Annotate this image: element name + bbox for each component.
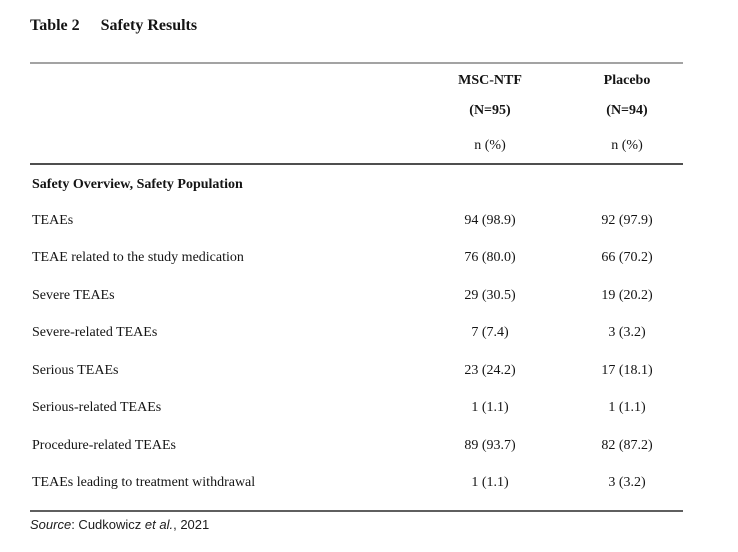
row-value-msc-ntf: 1 (1.1) bbox=[471, 400, 509, 415]
row-value-placebo: 66 (70.2) bbox=[601, 250, 653, 265]
row-value-placebo: 82 (87.2) bbox=[601, 438, 653, 453]
section-header-row: Safety Overview, Safety Population bbox=[30, 176, 683, 193]
col-stat-msc-ntf: n (%) bbox=[474, 138, 506, 153]
table-top-rule bbox=[30, 62, 683, 64]
row-value-placebo: 19 (20.2) bbox=[601, 288, 653, 303]
row-label: TEAEs leading to treatment withdrawal bbox=[32, 475, 256, 490]
source-note: Source: Cudkowicz et al., 2021 bbox=[30, 517, 209, 532]
source-authors: : Cudkowicz bbox=[71, 517, 145, 532]
table-bottom-rule bbox=[30, 510, 683, 512]
table-row: TEAEs leading to treatment withdrawal 1 … bbox=[30, 474, 683, 491]
column-header-row-stat: n (%) n (%) bbox=[30, 137, 683, 154]
row-label: Serious-related TEAEs bbox=[32, 400, 162, 415]
table-row: TEAE related to the study medication 76 … bbox=[30, 249, 683, 266]
table-row: Serious TEAEs 23 (24.2) 17 (18.1) bbox=[30, 362, 683, 379]
col-header-msc-ntf: MSC-NTF bbox=[458, 73, 522, 88]
column-header-row-n: (N=95) (N=94) bbox=[30, 102, 683, 119]
table-name: Safety Results bbox=[100, 17, 198, 34]
row-label: Severe TEAEs bbox=[32, 288, 115, 303]
row-label: Serious TEAEs bbox=[32, 363, 119, 378]
table-row: TEAEs 94 (98.9) 92 (97.9) bbox=[30, 212, 683, 229]
source-etal: et al. bbox=[144, 517, 174, 532]
table-row: Serious-related TEAEs 1 (1.1) 1 (1.1) bbox=[30, 399, 683, 416]
table-number: Table 2 bbox=[30, 17, 80, 34]
row-value-msc-ntf: 94 (98.9) bbox=[464, 213, 516, 228]
col-header-placebo: Placebo bbox=[603, 73, 651, 88]
row-value-placebo: 92 (97.9) bbox=[601, 213, 653, 228]
row-value-msc-ntf: 76 (80.0) bbox=[464, 250, 516, 265]
row-value-msc-ntf: 7 (7.4) bbox=[471, 325, 509, 340]
column-header-row-names: MSC-NTF Placebo bbox=[30, 72, 683, 89]
row-label: TEAEs bbox=[32, 213, 74, 228]
source-year: , 2021 bbox=[173, 517, 210, 532]
section-header-label: Safety Overview, Safety Population bbox=[32, 177, 243, 192]
row-value-msc-ntf: 1 (1.1) bbox=[471, 475, 509, 490]
row-label: Severe-related TEAEs bbox=[32, 325, 158, 340]
table-row: Severe-related TEAEs 7 (7.4) 3 (3.2) bbox=[30, 324, 683, 341]
col-n-msc-ntf: (N=95) bbox=[469, 103, 511, 118]
row-value-placebo: 3 (3.2) bbox=[608, 325, 646, 340]
col-stat-placebo: n (%) bbox=[611, 138, 643, 153]
table-row: Severe TEAEs 29 (30.5) 19 (20.2) bbox=[30, 287, 683, 304]
row-value-msc-ntf: 89 (93.7) bbox=[464, 438, 516, 453]
row-label: TEAE related to the study medication bbox=[32, 250, 244, 265]
source-word: Source bbox=[30, 517, 72, 532]
col-n-placebo: (N=94) bbox=[606, 103, 648, 118]
row-value-placebo: 1 (1.1) bbox=[608, 400, 646, 415]
table-title: Table 2 Safety Results bbox=[30, 17, 197, 35]
table-header-rule bbox=[30, 163, 683, 165]
row-value-placebo: 3 (3.2) bbox=[608, 475, 646, 490]
row-value-msc-ntf: 23 (24.2) bbox=[464, 363, 516, 378]
table-row: Procedure-related TEAEs 89 (93.7) 82 (87… bbox=[30, 437, 683, 454]
row-label: Procedure-related TEAEs bbox=[32, 438, 176, 453]
row-value-msc-ntf: 29 (30.5) bbox=[464, 288, 516, 303]
row-value-placebo: 17 (18.1) bbox=[601, 363, 653, 378]
